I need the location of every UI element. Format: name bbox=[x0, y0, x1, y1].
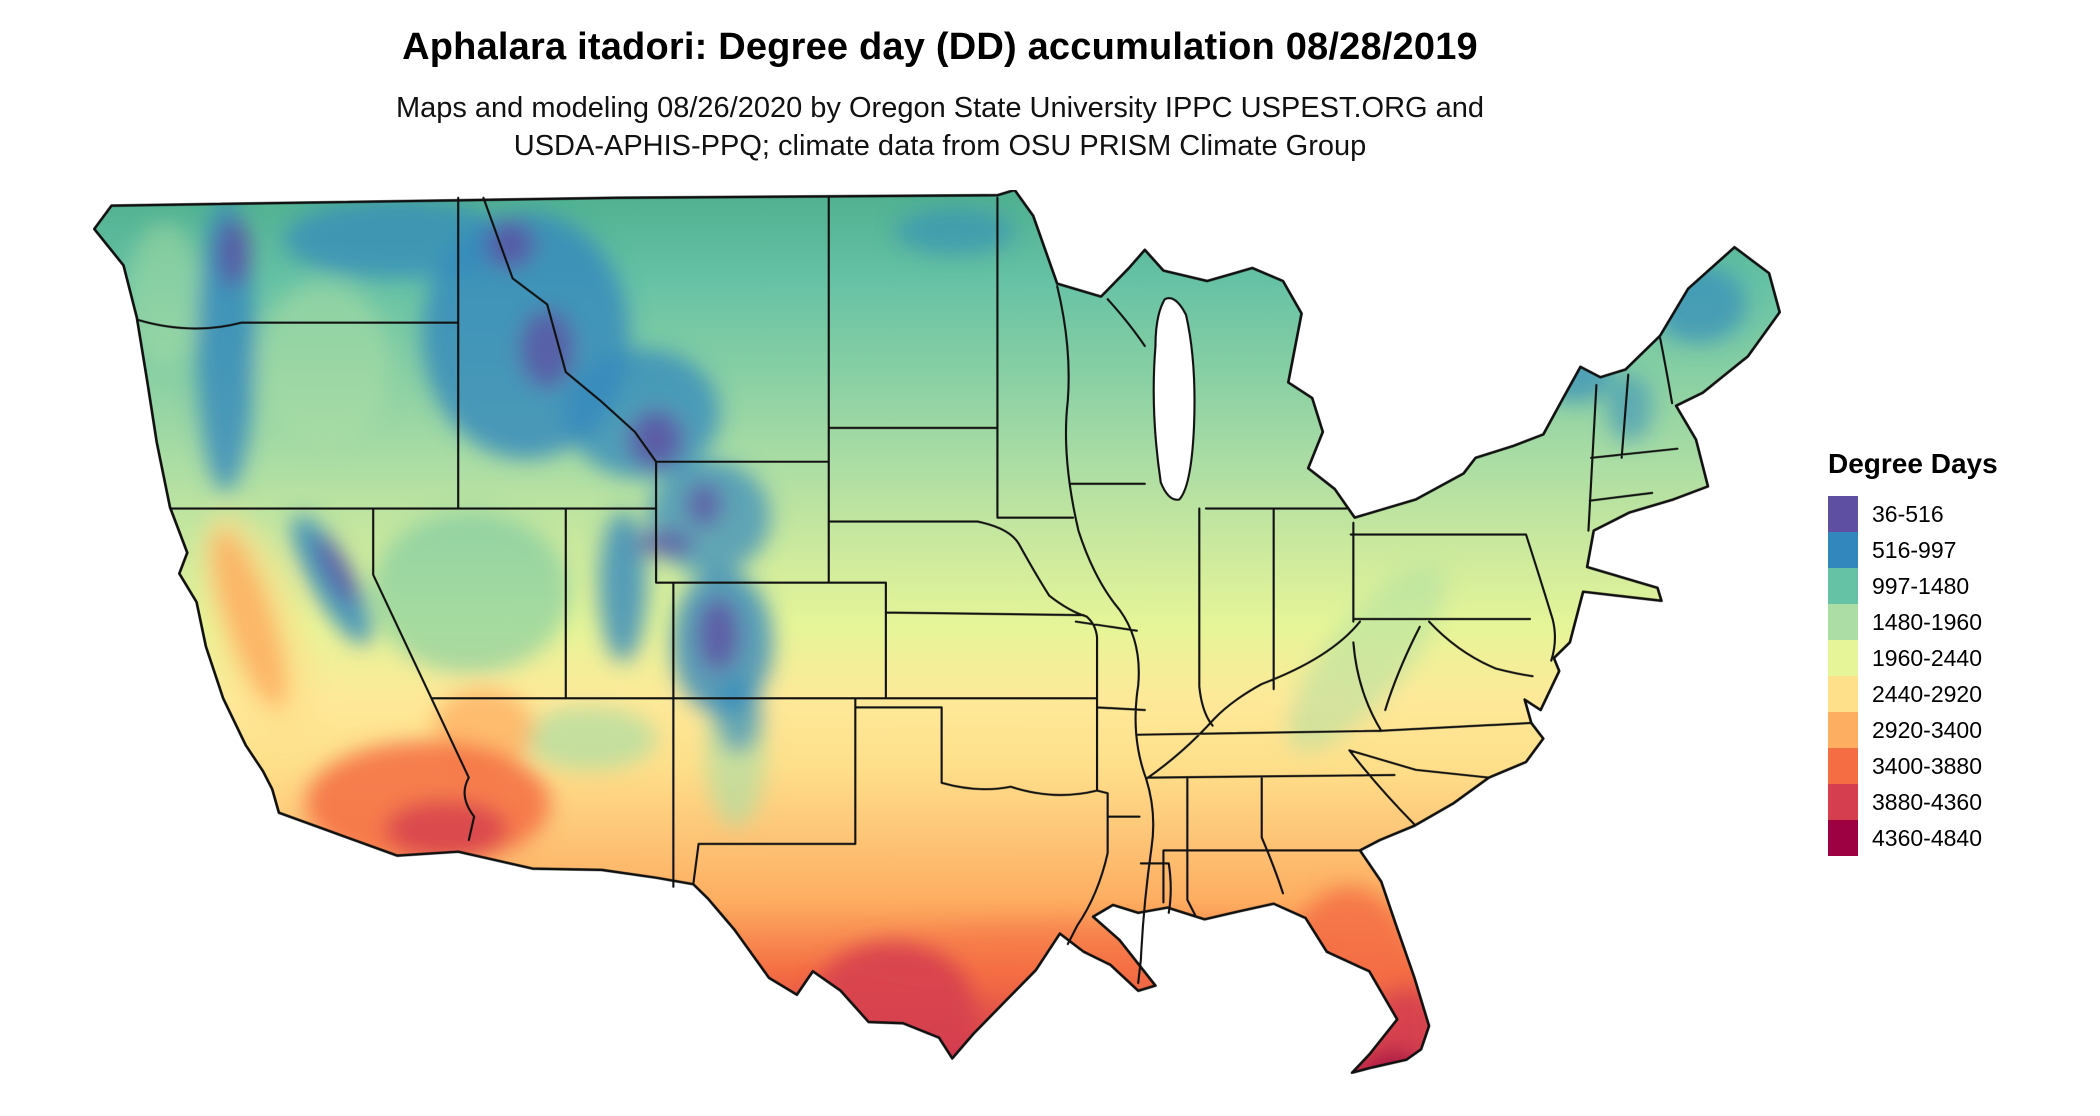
legend-item: 2920-3400 bbox=[1828, 712, 1998, 748]
legend-label: 2440-2920 bbox=[1872, 680, 1982, 707]
map-area bbox=[85, 190, 1785, 1100]
legend-item: 4360-4840 bbox=[1828, 820, 1998, 856]
us-degree-day-map bbox=[92, 190, 1782, 1074]
map-subtitle: Maps and modeling 08/26/2020 by Oregon S… bbox=[0, 89, 1880, 166]
subtitle-line-1: Maps and modeling 08/26/2020 by Oregon S… bbox=[395, 92, 1485, 124]
legend-item: 3880-4360 bbox=[1828, 784, 1998, 820]
lake-michigan bbox=[1152, 297, 1196, 501]
legend-label: 3880-4360 bbox=[1872, 788, 1982, 815]
legend-item: 516-997 bbox=[1828, 532, 1998, 568]
us-outline bbox=[92, 190, 1782, 1074]
legend-swatch bbox=[1828, 496, 1858, 532]
legend-label: 2920-3400 bbox=[1872, 716, 1982, 743]
legend-label: 3400-3880 bbox=[1872, 752, 1982, 779]
legend-item: 997-1480 bbox=[1828, 568, 1998, 604]
legend-swatch bbox=[1828, 712, 1858, 748]
climate-raster bbox=[94, 190, 1780, 1073]
page-title: Aphalara itadori: Degree day (DD) accumu… bbox=[402, 26, 1478, 68]
legend: Degree Days 36-516 516-997 997-1480 1480-19… bbox=[1828, 448, 1998, 856]
legend-label: 516-997 bbox=[1872, 536, 1957, 563]
legend-swatch bbox=[1828, 784, 1858, 820]
legend-label: 4360-4840 bbox=[1872, 824, 1982, 851]
legend-items: 36-516 516-997 997-1480 1480-1960 1960-2440 2… bbox=[1828, 496, 1998, 856]
legend-swatch bbox=[1828, 568, 1858, 604]
legend-swatch bbox=[1828, 676, 1858, 712]
legend-label: 1960-2440 bbox=[1872, 644, 1982, 671]
legend-title: Degree Days bbox=[1828, 448, 1998, 479]
legend-swatch bbox=[1828, 532, 1858, 568]
legend-swatch bbox=[1828, 604, 1858, 640]
legend-swatch bbox=[1828, 748, 1858, 784]
state-borders bbox=[137, 196, 1679, 985]
legend-item: 2440-2920 bbox=[1828, 676, 1998, 712]
legend-item: 3400-3880 bbox=[1828, 748, 1998, 784]
subtitle-line-2: USDA-APHIS-PPQ; climate data from OSU PR… bbox=[513, 130, 1367, 163]
legend-label: 36-516 bbox=[1872, 500, 1944, 527]
map-header: Aphalara itadori: Degree day (DD) accumu… bbox=[0, 26, 1880, 166]
legend-item: 1960-2440 bbox=[1828, 640, 1998, 676]
legend-label: 1480-1960 bbox=[1872, 608, 1982, 635]
legend-swatch bbox=[1828, 820, 1858, 856]
legend-item: 36-516 bbox=[1828, 496, 1998, 532]
legend-item: 1480-1960 bbox=[1828, 604, 1998, 640]
legend-label: 997-1480 bbox=[1872, 572, 1970, 599]
legend-swatch bbox=[1828, 640, 1858, 676]
